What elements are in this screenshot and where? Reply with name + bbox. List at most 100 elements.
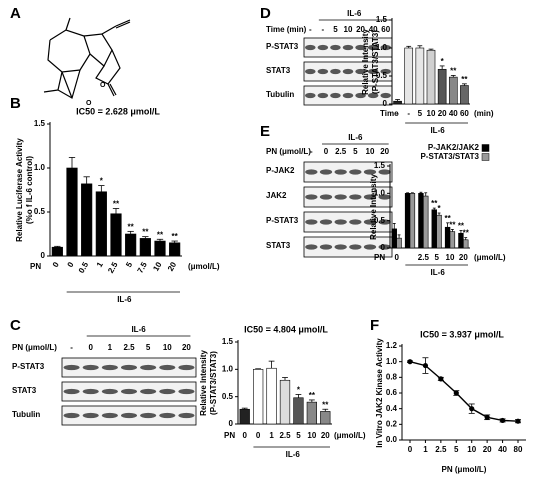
- band: [63, 364, 80, 371]
- bar: [391, 228, 397, 249]
- x-tick-label: 20: [483, 445, 492, 454]
- band: [330, 68, 341, 75]
- x-tick-label: 40: [498, 445, 507, 454]
- lane-label: 2.5: [123, 343, 135, 352]
- significance: **: [463, 229, 470, 238]
- line: [409, 360, 519, 422]
- bar: [293, 397, 304, 425]
- band: [380, 44, 391, 51]
- point: [515, 418, 521, 424]
- band: [334, 169, 347, 175]
- y-axis-label: Relative Intensity: [361, 29, 370, 95]
- x-tick-label: 40: [449, 109, 458, 118]
- bar: [431, 209, 437, 249]
- band: [330, 44, 341, 51]
- significance: **: [172, 232, 179, 241]
- lane-label: 20: [356, 25, 365, 34]
- row-label: PN: [374, 253, 385, 262]
- bar: [393, 100, 402, 105]
- band: [82, 412, 99, 419]
- bar: [423, 195, 429, 249]
- blot-box: [303, 186, 393, 208]
- x-tick-label: 2.5: [279, 431, 291, 440]
- lane-title: PN (μmol/L): [12, 343, 57, 352]
- bar: [66, 167, 78, 257]
- lane-title: PN (μmol/L): [266, 147, 311, 156]
- significance: **: [461, 75, 468, 84]
- bar: [404, 193, 411, 249]
- x-tick-label: 20: [166, 260, 179, 273]
- band: [101, 364, 118, 371]
- blot-header: IL-6: [131, 325, 146, 334]
- lane-label: -: [322, 25, 325, 34]
- band: [305, 44, 316, 51]
- significance: **: [444, 214, 451, 223]
- band: [140, 388, 157, 395]
- y-tick-label: 0.5: [34, 207, 46, 216]
- band: [101, 388, 118, 395]
- y-axis-label: In Vitro JAK2 Kinase Activity: [375, 338, 384, 448]
- y-axis-label: (%o f IL-6 control): [25, 156, 34, 224]
- bar: [125, 233, 137, 257]
- row-label: STAT3: [266, 66, 291, 75]
- band: [355, 44, 366, 51]
- x-axis-label: IL-6: [431, 268, 446, 277]
- y-axis-label: Relative Luciferase Activity: [15, 138, 24, 242]
- significance: **: [322, 400, 329, 409]
- band: [349, 244, 362, 250]
- x-tick-label: 2.5: [418, 253, 430, 262]
- y-tick-label: 0.2: [386, 419, 398, 428]
- y-tick-label: 1.0: [386, 357, 398, 366]
- lane-label: 40: [369, 25, 378, 34]
- band: [101, 412, 118, 419]
- legend-label: P-JAK2/JAK2: [428, 143, 480, 152]
- legend-swatch: [481, 144, 490, 152]
- bar: [253, 369, 264, 425]
- point: [469, 406, 475, 412]
- unit-label: (μmol/L): [188, 262, 220, 271]
- band: [330, 92, 341, 99]
- band: [367, 68, 379, 75]
- band: [120, 412, 138, 419]
- bar: [95, 191, 107, 257]
- bar: [306, 401, 317, 425]
- significance: **: [450, 67, 457, 76]
- band: [305, 244, 318, 250]
- y-tick-label: 0.5: [374, 216, 386, 225]
- significance: **: [458, 222, 465, 231]
- band: [319, 169, 333, 175]
- row-label: P-STAT3: [266, 42, 299, 51]
- y-tick-label: 1.2: [386, 341, 398, 350]
- y-tick-label: 1.0: [374, 188, 386, 197]
- bar: [169, 242, 181, 257]
- x-tick-label: 20: [459, 253, 468, 262]
- band: [334, 244, 347, 250]
- x-tick-label: 10: [446, 253, 455, 262]
- x-tick-label: 2.5: [106, 260, 120, 275]
- y-tick-label: 1.5: [34, 119, 46, 128]
- band: [349, 169, 362, 175]
- unit-label: (min): [474, 109, 494, 118]
- band: [378, 169, 391, 175]
- band: [367, 44, 379, 51]
- lane-title: Time (min): [266, 25, 307, 34]
- y-tick-label: 0.5: [222, 392, 234, 401]
- lane-label: -: [309, 25, 312, 34]
- point: [453, 390, 459, 396]
- lane-label: 0: [324, 147, 329, 156]
- band: [63, 388, 80, 395]
- band: [349, 194, 362, 200]
- x-tick-label: 0: [51, 260, 61, 269]
- x-tick-label: 2.5: [435, 445, 447, 454]
- row-label: P-STAT3: [266, 216, 299, 225]
- lane-label: 5: [333, 25, 338, 34]
- lane-label: -: [70, 343, 73, 352]
- band: [334, 194, 347, 200]
- point: [422, 362, 429, 369]
- band: [140, 364, 157, 371]
- band: [159, 388, 176, 395]
- x-tick-label: 10: [151, 260, 164, 273]
- x-tick-label: 5: [296, 431, 301, 440]
- x-tick-label: 0: [394, 253, 399, 262]
- legend-label: P-STAT3/STAT3: [420, 152, 479, 161]
